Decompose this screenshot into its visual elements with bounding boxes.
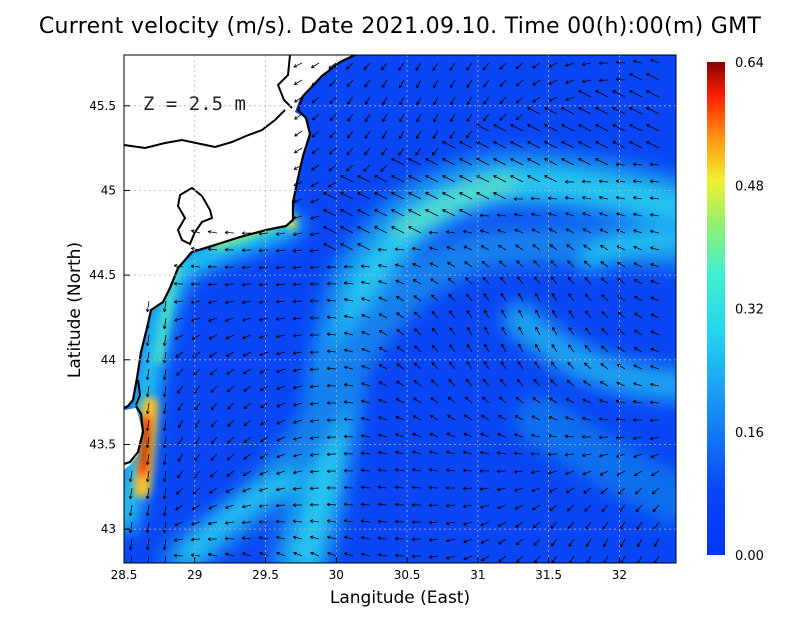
y-tick-label: 43 — [101, 522, 116, 536]
x-tick-label: 31.5 — [535, 568, 562, 582]
speed-bands — [124, 150, 676, 563]
grid-lines — [124, 55, 676, 563]
x-tick-label: 28.5 — [111, 568, 138, 582]
colorbar: 0.00 0.16 0.32 0.48 0.64 — [707, 56, 764, 564]
x-axis-label: Langitude (East) — [329, 588, 471, 608]
depth-label: Z = 2.5 m — [143, 93, 246, 115]
coastline — [124, 55, 356, 409]
x-tick-label: 30 — [329, 568, 344, 582]
colorbar-gradient — [707, 62, 725, 555]
land-mass — [124, 55, 355, 408]
colorbar-tick-label: 0.48 — [735, 179, 764, 194]
x-tick-label: 29.5 — [252, 568, 279, 582]
colorbar-tick-label: 0.00 — [735, 549, 764, 564]
y-tick-label: 44 — [101, 353, 116, 367]
x-tick-label: 29 — [187, 568, 202, 582]
y-tick-label: 44.5 — [89, 268, 116, 282]
velocity-arrows — [128, 58, 660, 563]
x-tick-label: 30.5 — [394, 568, 421, 582]
y-axis-label: Latitude (North) — [65, 241, 85, 379]
colorbar-tick-label: 0.32 — [735, 303, 764, 318]
plot-frame — [123, 54, 677, 564]
colorbar-tick-label: 0.16 — [735, 426, 764, 441]
y-tick-label: 45 — [101, 183, 116, 197]
x-tick-label: 32 — [612, 568, 627, 582]
chart-title: Current velocity (m/s). Date 2021.09.10.… — [38, 14, 762, 39]
y-tick-label: 45.5 — [89, 99, 116, 113]
x-tick-label: 31 — [470, 568, 485, 582]
colorbar-tick-label: 0.64 — [735, 56, 764, 71]
y-tick-label: 43.5 — [89, 437, 116, 451]
